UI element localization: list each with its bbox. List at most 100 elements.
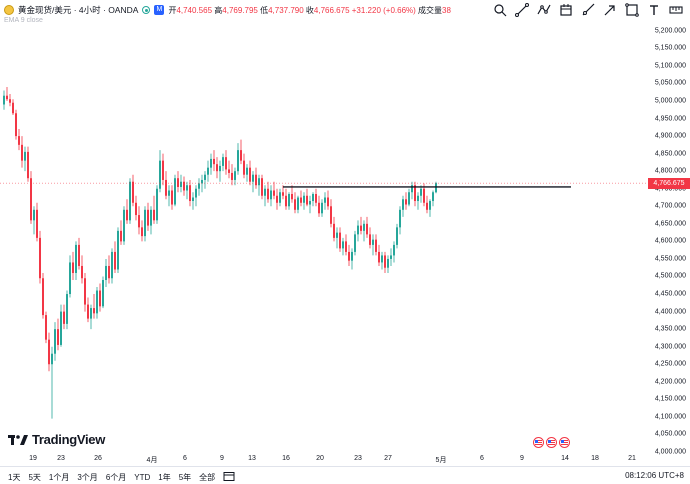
tradingview-logo[interactable]: TradingView xyxy=(8,432,105,447)
candle xyxy=(12,99,14,116)
candle xyxy=(378,244,380,266)
symbol-legend[interactable]: 黄金现货/美元 · 4小时 · OANDA M 开4,740.565 高4,76… xyxy=(4,4,451,16)
price-tick: 4,650.000 xyxy=(654,220,686,228)
candle xyxy=(399,206,401,235)
candle xyxy=(249,160,251,186)
candle xyxy=(33,206,35,235)
price-tick: 4,700.000 xyxy=(654,202,686,210)
calendar-icon[interactable] xyxy=(558,2,574,18)
indicator-label[interactable]: EMA 9 close xyxy=(4,17,43,24)
price-tick: 4,400.000 xyxy=(654,308,686,316)
candle xyxy=(429,199,431,217)
price-axis[interactable]: 5,200.000 5,150.000 5,100.000 5,050.000 5,00… xyxy=(648,22,690,455)
candle xyxy=(201,174,203,193)
candle xyxy=(261,174,263,200)
candle xyxy=(120,220,122,245)
candle xyxy=(27,146,29,182)
candle xyxy=(132,174,134,207)
range-button[interactable]: 5年 xyxy=(178,472,192,482)
candle xyxy=(159,150,161,193)
range-button[interactable]: 1个月 xyxy=(48,472,70,482)
time-tick: 5月 xyxy=(435,457,447,464)
candlestick-chart[interactable] xyxy=(0,22,648,452)
candle xyxy=(216,157,218,179)
candle xyxy=(51,346,53,419)
candle xyxy=(387,255,389,273)
clock[interactable]: 08:12:06 UTC+8 xyxy=(625,471,684,480)
candle xyxy=(39,230,41,284)
candle xyxy=(237,143,239,175)
price-tick: 5,000.000 xyxy=(654,97,686,105)
symbol-name[interactable]: 黄金现货/美元 · 4小时 · OANDA xyxy=(18,5,139,15)
candle xyxy=(6,86,8,101)
candle xyxy=(102,276,104,309)
text-tool-icon[interactable] xyxy=(646,2,662,18)
time-tick: 18 xyxy=(591,455,599,462)
candle xyxy=(96,287,98,319)
candle xyxy=(171,185,173,210)
candle xyxy=(231,164,233,186)
current-price-label: 4,766.675 xyxy=(648,177,690,189)
candle xyxy=(30,171,32,224)
ruler-icon[interactable] xyxy=(668,2,684,18)
low-value: 4,737.790 xyxy=(268,5,304,15)
badge-m[interactable]: M xyxy=(154,5,165,15)
range-button[interactable]: 6个月 xyxy=(105,472,127,482)
range-button[interactable]: 1年 xyxy=(158,472,171,482)
candle xyxy=(291,185,293,203)
candle xyxy=(162,153,164,186)
time-tick: 9 xyxy=(520,455,524,462)
calendar-range-icon[interactable] xyxy=(223,471,235,483)
price-tick: 5,150.000 xyxy=(654,44,686,52)
candle xyxy=(126,199,128,224)
price-tick: 4,250.000 xyxy=(654,360,686,368)
high-label: 高 xyxy=(214,5,223,15)
candle xyxy=(315,188,317,207)
candle xyxy=(336,227,338,249)
zoom-icon[interactable] xyxy=(492,2,508,18)
polyline-icon[interactable] xyxy=(536,2,552,18)
trend-line-icon[interactable] xyxy=(514,2,530,18)
candle xyxy=(243,153,245,179)
candle xyxy=(300,190,302,207)
us-flag-event-icon[interactable] xyxy=(533,437,544,448)
drawing-toolbar xyxy=(492,2,684,18)
candle xyxy=(342,237,344,256)
candle xyxy=(24,146,26,172)
candle xyxy=(9,93,11,107)
candle xyxy=(297,195,299,214)
candle xyxy=(114,241,116,273)
candle xyxy=(333,216,335,242)
us-flag-event-icon[interactable] xyxy=(559,437,570,448)
us-flag-event-icon[interactable] xyxy=(546,437,557,448)
candle xyxy=(351,248,353,270)
rectangle-icon[interactable] xyxy=(624,2,640,18)
candle xyxy=(246,164,248,182)
candle xyxy=(57,318,59,351)
candle xyxy=(321,199,323,217)
range-button[interactable]: 1天 xyxy=(8,472,21,482)
candle xyxy=(78,237,80,270)
candle xyxy=(156,185,158,224)
time-axis[interactable]: 19 23 26 4月 6 9 13 16 20 23 27 5月 6 9 14 18 21 xyxy=(0,452,648,466)
volume-value: 38 xyxy=(442,5,451,15)
range-button[interactable]: 5天 xyxy=(28,472,41,482)
candle xyxy=(393,241,395,263)
candle xyxy=(222,153,224,172)
range-button[interactable]: 3个月 xyxy=(77,472,98,482)
candle xyxy=(186,181,188,200)
candle xyxy=(402,195,404,217)
time-tick: 14 xyxy=(561,455,569,462)
candle xyxy=(183,176,185,196)
price-tick: 4,500.000 xyxy=(654,272,686,280)
ray-icon[interactable] xyxy=(580,2,596,18)
candle xyxy=(69,255,71,298)
range-button[interactable]: YTD xyxy=(134,472,151,482)
price-tick: 4,350.000 xyxy=(654,325,686,333)
candle xyxy=(294,192,296,214)
candle xyxy=(255,167,257,189)
range-button[interactable]: 全部 xyxy=(199,472,216,482)
arrow-icon[interactable] xyxy=(602,2,618,18)
candle xyxy=(384,251,386,273)
time-tick: 21 xyxy=(628,455,636,462)
